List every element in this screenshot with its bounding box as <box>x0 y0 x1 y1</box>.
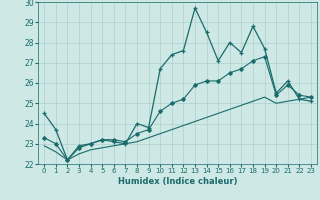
X-axis label: Humidex (Indice chaleur): Humidex (Indice chaleur) <box>118 177 237 186</box>
